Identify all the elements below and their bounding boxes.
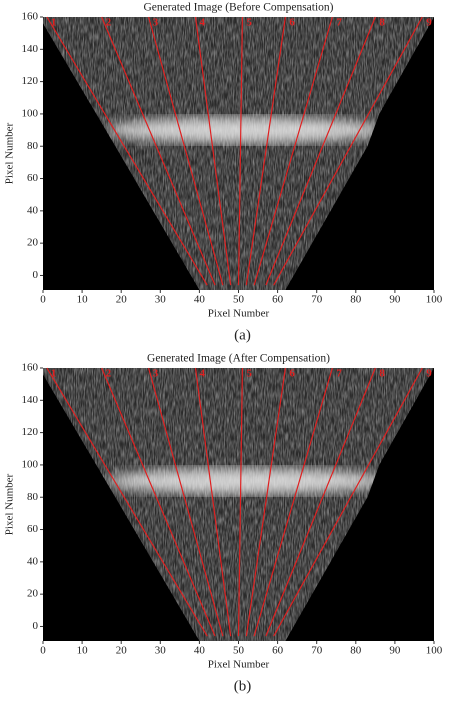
scan-line (46, 16, 208, 286)
x-tick-label: 20 (116, 294, 128, 306)
line-label: 5 (246, 368, 252, 380)
y-tick-label: 40 (27, 204, 39, 216)
y-tick-label: 60 (27, 172, 39, 184)
x-tick-label: 60 (272, 645, 284, 657)
bright-band (105, 468, 388, 495)
x-tick-label: 50 (233, 294, 245, 306)
x-tick-label: 80 (350, 645, 362, 657)
x-tick-label: 100 (426, 294, 443, 306)
x-tick-label: 100 (426, 645, 443, 657)
line-label: 1 (51, 17, 57, 29)
x-tick-label: 40 (194, 645, 206, 657)
line-label: 7 (336, 17, 342, 29)
y-tick-label: 40 (27, 555, 39, 567)
x-tick-label: 30 (155, 294, 167, 306)
y-tick-label: 120 (22, 75, 39, 87)
chart-panel: Generated Image (Before Compensation) 1 2 3… (4, 2, 443, 344)
line-label: 1 (51, 368, 57, 380)
line-label: 9 (426, 368, 432, 380)
y-tick-label: 160 (22, 362, 39, 374)
y-tick-label: 0 (33, 620, 39, 632)
chart-panel: Generated Image (After Compensation) 1 2 3 4… (4, 353, 443, 695)
scan-line (194, 367, 232, 637)
scan-line (194, 16, 232, 286)
line-label: 3 (153, 368, 159, 380)
x-tick-label: 60 (272, 294, 284, 306)
x-tick-label: 70 (311, 645, 323, 657)
y-tick-label: 80 (27, 491, 39, 503)
line-label: 2 (106, 17, 112, 29)
scan-line (147, 16, 224, 286)
y-axis-label: Pixel Number (4, 473, 16, 535)
scan-line (253, 16, 333, 286)
line-label: 8 (379, 368, 385, 380)
line-label: 7 (336, 368, 342, 380)
line-label: 8 (379, 17, 385, 29)
x-tick-label: 10 (77, 645, 89, 657)
y-tick-label: 140 (22, 43, 39, 55)
x-tick-label: 20 (116, 645, 128, 657)
y-tick-label: 140 (22, 394, 39, 406)
scan-line (245, 16, 287, 286)
line-label: 5 (246, 17, 252, 29)
x-tick-label: 70 (311, 294, 323, 306)
line-label: 4 (199, 368, 205, 380)
y-tick-label: 160 (22, 11, 39, 23)
scan-line (265, 16, 376, 286)
scan-line (273, 367, 423, 637)
scan-line (245, 367, 287, 637)
x-tick-label: 0 (40, 645, 46, 657)
y-tick-label: 120 (22, 426, 39, 438)
scan-line (273, 16, 423, 286)
scan-line (237, 16, 244, 286)
line-label: 6 (289, 17, 295, 29)
x-tick-label: 90 (389, 294, 401, 306)
line-label: 4 (199, 17, 205, 29)
x-axis-label: Pixel Number (208, 308, 270, 320)
x-tick-label: 40 (194, 294, 206, 306)
scan-line (237, 367, 244, 637)
caption: (b) (234, 678, 252, 694)
scan-line (147, 367, 224, 637)
y-tick-label: 60 (27, 523, 39, 535)
scan-line (46, 367, 208, 637)
scan-line (265, 367, 376, 637)
line-label: 2 (106, 368, 112, 380)
y-tick-label: 100 (22, 107, 39, 119)
line-label: 6 (289, 368, 295, 380)
y-tick-label: 0 (33, 269, 39, 281)
y-tick-label: 20 (27, 237, 39, 249)
scan-line (101, 367, 216, 637)
x-axis-label: Pixel Number (208, 659, 270, 671)
scan-line (253, 367, 333, 637)
y-tick-label: 20 (27, 588, 39, 600)
y-axis-label: Pixel Number (4, 122, 16, 184)
x-tick-label: 80 (350, 294, 362, 306)
caption: (a) (234, 327, 251, 343)
line-label: 3 (153, 17, 159, 29)
y-tick-label: 100 (22, 458, 39, 470)
scan-line (101, 16, 216, 286)
x-tick-label: 90 (389, 645, 401, 657)
x-tick-label: 10 (77, 294, 89, 306)
y-tick-label: 80 (27, 140, 39, 152)
bright-band (105, 117, 388, 144)
x-tick-label: 30 (155, 645, 167, 657)
line-label: 9 (426, 17, 432, 29)
chart-title: Generated Image (Before Compensation) (144, 2, 334, 14)
chart-title: Generated Image (After Compensation) (147, 353, 330, 365)
x-tick-label: 0 (40, 294, 46, 306)
x-tick-label: 50 (233, 645, 245, 657)
